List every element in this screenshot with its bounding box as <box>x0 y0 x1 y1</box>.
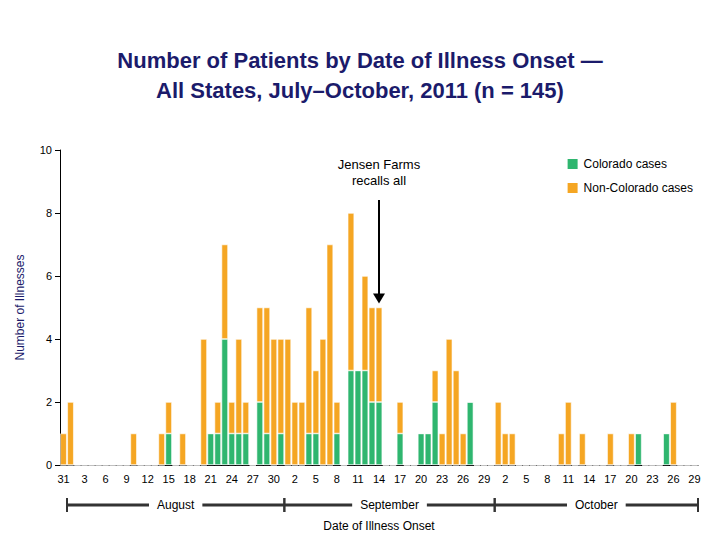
svg-text:5: 5 <box>313 473 319 485</box>
svg-text:Number of Patients by Date of: Number of Patients by Date of Illness On… <box>117 48 602 73</box>
svg-text:14: 14 <box>583 473 595 485</box>
svg-text:15: 15 <box>163 473 175 485</box>
svg-text:27: 27 <box>247 473 259 485</box>
svg-text:All States, July–October, 2011: All States, July–October, 2011 (n = 145) <box>156 78 564 103</box>
svg-text:8: 8 <box>334 473 340 485</box>
svg-text:29: 29 <box>478 473 490 485</box>
svg-text:Jensen Farms: Jensen Farms <box>338 157 421 172</box>
svg-text:23: 23 <box>646 473 658 485</box>
svg-text:21: 21 <box>205 473 217 485</box>
svg-text:30: 30 <box>268 473 280 485</box>
svg-text:September: September <box>360 498 419 512</box>
svg-text:29: 29 <box>688 473 700 485</box>
svg-text:26: 26 <box>457 473 469 485</box>
svg-text:Colorado cases: Colorado cases <box>584 157 667 171</box>
svg-text:8: 8 <box>544 473 550 485</box>
svg-text:8: 8 <box>46 207 52 219</box>
svg-text:2: 2 <box>46 396 52 408</box>
svg-text:18: 18 <box>184 473 196 485</box>
svg-text:5: 5 <box>523 473 529 485</box>
svg-text:Non-Colorado cases: Non-Colorado cases <box>584 181 693 195</box>
svg-text:6: 6 <box>103 473 109 485</box>
svg-text:9: 9 <box>124 473 130 485</box>
svg-text:6: 6 <box>46 270 52 282</box>
svg-text:11: 11 <box>563 473 574 485</box>
svg-text:4: 4 <box>46 333 52 345</box>
svg-text:31: 31 <box>57 473 69 485</box>
svg-text:recalls all: recalls all <box>352 173 406 188</box>
svg-text:26: 26 <box>667 473 679 485</box>
svg-text:August: August <box>157 498 195 512</box>
svg-text:11: 11 <box>352 473 363 485</box>
svg-text:October: October <box>575 498 618 512</box>
svg-text:Number of Illnesses: Number of Illnesses <box>13 254 27 360</box>
svg-text:12: 12 <box>142 473 154 485</box>
svg-text:3: 3 <box>81 473 87 485</box>
svg-text:20: 20 <box>415 473 427 485</box>
svg-text:20: 20 <box>625 473 637 485</box>
svg-text:17: 17 <box>394 473 406 485</box>
svg-text:Date of Illness Onset: Date of Illness Onset <box>323 519 435 533</box>
svg-text:17: 17 <box>604 473 616 485</box>
svg-text:23: 23 <box>436 473 448 485</box>
svg-text:14: 14 <box>373 473 385 485</box>
svg-text:2: 2 <box>292 473 298 485</box>
svg-text:10: 10 <box>40 144 52 156</box>
svg-text:2: 2 <box>502 473 508 485</box>
svg-text:0: 0 <box>46 459 52 471</box>
svg-text:24: 24 <box>226 473 238 485</box>
